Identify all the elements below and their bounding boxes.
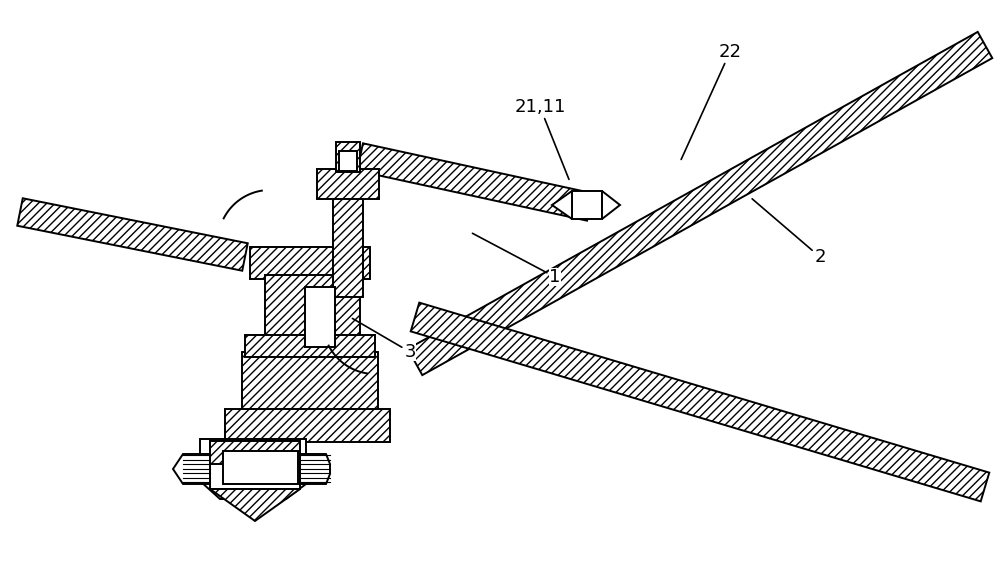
Bar: [572, 191, 602, 219]
Polygon shape: [411, 303, 989, 501]
Polygon shape: [225, 409, 390, 442]
Polygon shape: [300, 454, 330, 484]
Polygon shape: [173, 454, 210, 484]
Polygon shape: [200, 439, 306, 499]
Text: 2: 2: [752, 199, 826, 266]
Text: 22: 22: [681, 43, 742, 160]
Polygon shape: [408, 32, 992, 375]
Text: 3: 3: [352, 318, 416, 361]
Polygon shape: [333, 197, 363, 297]
Text: 1: 1: [472, 233, 561, 286]
Bar: [339, 151, 357, 171]
Polygon shape: [210, 489, 300, 521]
Polygon shape: [242, 352, 378, 412]
Polygon shape: [336, 142, 360, 172]
Text: 21,11: 21,11: [514, 98, 569, 180]
Polygon shape: [245, 335, 375, 357]
Polygon shape: [357, 143, 593, 221]
Bar: [305, 287, 335, 347]
Bar: [210, 441, 300, 489]
Polygon shape: [317, 169, 379, 199]
Polygon shape: [17, 198, 248, 271]
Bar: [223, 451, 298, 484]
Polygon shape: [210, 441, 300, 464]
Polygon shape: [602, 191, 620, 219]
Polygon shape: [552, 191, 572, 219]
Polygon shape: [250, 247, 370, 279]
Polygon shape: [265, 275, 360, 342]
